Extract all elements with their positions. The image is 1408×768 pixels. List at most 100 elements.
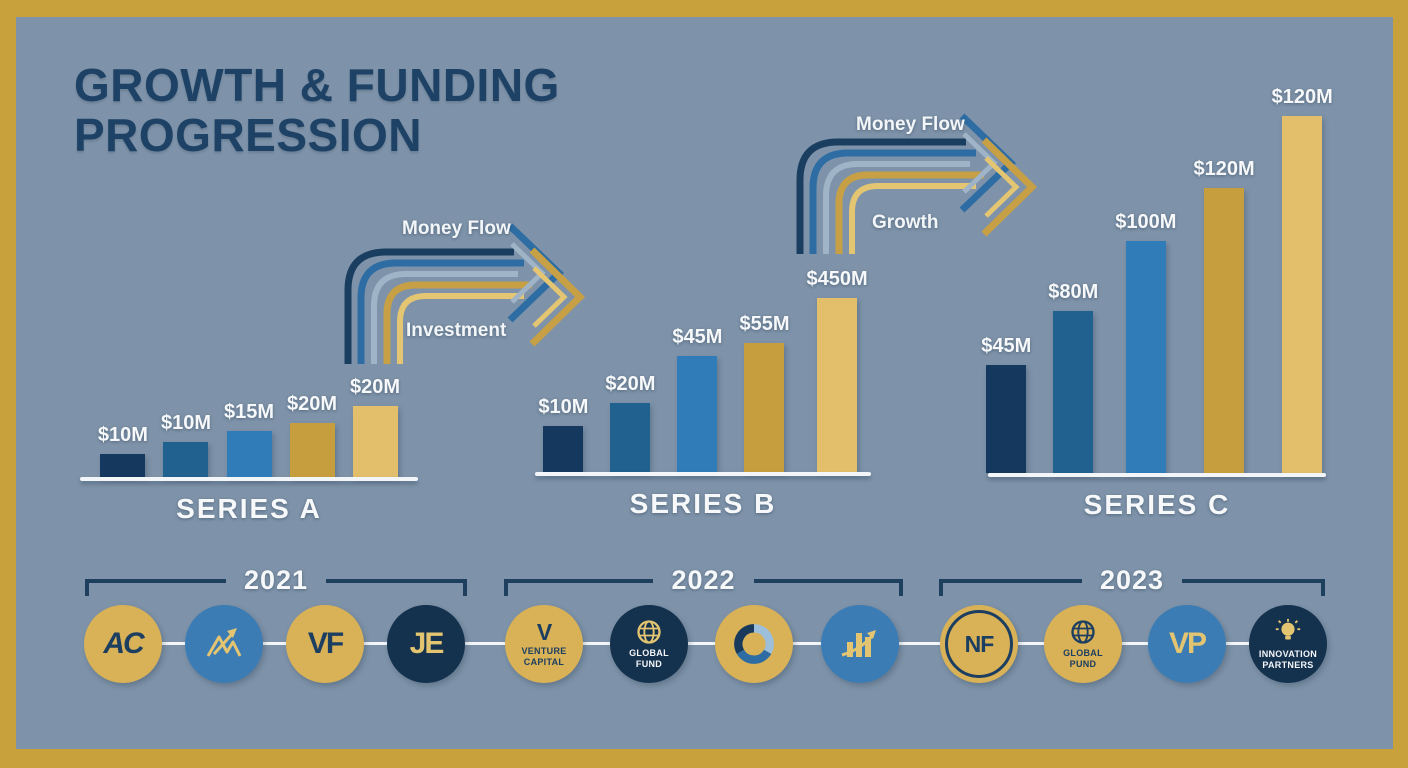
bar xyxy=(163,442,209,477)
bar-value-label: $20M xyxy=(350,376,401,398)
arrow-top-label: Money Flow xyxy=(856,114,965,135)
logo-mountain-chart xyxy=(185,605,263,683)
bracket-line xyxy=(939,578,1082,596)
page-title: GROWTH & FUNDING PROGRESSION xyxy=(74,60,560,160)
logo-bars-growth xyxy=(821,605,899,683)
arrow-bottom-label: Investment xyxy=(406,320,507,341)
bracket-line xyxy=(504,578,654,596)
logo-label-line: INNOVATION xyxy=(1258,649,1318,660)
bars-series-b: $10M $20M $45M $55M $450M xyxy=(535,268,871,472)
chart-series-b: $10M $20M $45M $55M $450M SERIES B xyxy=(535,268,871,520)
bracket-line xyxy=(326,578,468,596)
title-line-1: GROWTH & FUNDING xyxy=(74,59,560,111)
logo-monogram: JE xyxy=(409,627,445,660)
mountain-arrow-icon xyxy=(206,628,242,657)
globe-icon xyxy=(637,620,661,644)
timeline-connector-line xyxy=(122,642,1290,645)
bar-group: $45M xyxy=(672,326,722,472)
arrow-bottom-label: Growth xyxy=(872,212,939,233)
bar-value-label: $55M xyxy=(739,313,790,335)
axis-baseline xyxy=(988,473,1326,477)
logo-label: INNOVATION PARTNERS xyxy=(1259,649,1317,671)
logo-innovation-partners: INNOVATION PARTNERS xyxy=(1249,605,1327,683)
bar-value-label: $15M xyxy=(223,401,275,423)
bar-value-label: $10M xyxy=(538,396,589,418)
bar-value-label: $20M xyxy=(287,393,338,415)
logo-label: VENTURE CAPITAL xyxy=(521,646,566,668)
logo-label-line: CAPITAL xyxy=(523,656,565,667)
axis-baseline xyxy=(80,477,418,481)
bar-group: $100M xyxy=(1115,211,1176,473)
logo-monogram: VP xyxy=(1168,627,1207,660)
bar-group: $20M xyxy=(605,373,655,472)
bar xyxy=(986,365,1027,473)
swirl-icon xyxy=(734,624,774,664)
logo-vf: VF xyxy=(286,605,364,683)
logo-je: JE xyxy=(387,605,465,683)
bar-group: $120M xyxy=(1272,86,1333,473)
bar-value-label: $450M xyxy=(806,268,868,290)
logo-label: GLOBAL PUND xyxy=(1063,648,1103,670)
bar-value-label: $10M xyxy=(160,412,211,434)
bar-value-label: $120M xyxy=(1193,158,1255,180)
bars-arrow-icon xyxy=(841,630,876,657)
globe-icon xyxy=(1071,620,1095,644)
bar xyxy=(1282,116,1323,473)
logo-swirl-fund xyxy=(715,605,793,683)
bars-series-c: $45M $80M $100M $120M $120M xyxy=(981,86,1333,473)
bar-group: $10M xyxy=(161,412,211,477)
bracket-line xyxy=(85,578,226,596)
bar-value-label: $10M xyxy=(97,424,148,446)
year-bracket-2022: 2022 xyxy=(504,565,904,596)
logo-label: GLOBAL FUND xyxy=(629,648,669,670)
year-label-2022: 2022 xyxy=(671,565,736,595)
logo-monogram: V xyxy=(536,618,552,645)
bar xyxy=(226,431,272,477)
logo-label-line: FUND xyxy=(635,659,663,669)
year-label-2021: 2021 xyxy=(243,565,309,595)
bar xyxy=(1125,241,1166,473)
axis-baseline xyxy=(535,472,871,476)
logo-nf: NF xyxy=(940,605,1018,683)
bar xyxy=(610,403,651,472)
bar xyxy=(352,406,398,477)
bar-group: $20M xyxy=(287,393,337,477)
chart-series-a: $10M $10M $15M $20M $20M SERIES A xyxy=(80,376,418,525)
bar-value-label: $20M xyxy=(605,373,656,395)
bar-group: $15M xyxy=(224,401,274,477)
bar xyxy=(543,426,584,472)
chart-title-series-b: SERIES B xyxy=(629,488,777,519)
curved-arrow-icon xyxy=(796,113,1038,254)
bar xyxy=(817,298,858,472)
bar-group: $20M xyxy=(350,376,400,477)
arrow-top-label: Money Flow xyxy=(402,218,511,239)
bar-group: $45M xyxy=(981,335,1031,473)
logo-monogram: AC xyxy=(103,627,144,660)
bar xyxy=(1204,188,1245,473)
logo-label-line: GLOBAL xyxy=(1063,648,1103,659)
money-flow-arrow-1: Money Flow Investment xyxy=(336,212,594,364)
bar xyxy=(677,356,718,472)
logo-monogram: NF xyxy=(964,630,995,657)
bar-value-label: $45M xyxy=(981,335,1032,357)
bar-group: $450M xyxy=(806,268,868,472)
bar-value-label: $120M xyxy=(1271,86,1333,108)
logo-label-line: PUND xyxy=(1069,659,1097,669)
logo-vp: VP xyxy=(1148,605,1226,683)
bar-value-label: $100M xyxy=(1115,211,1177,233)
bar-group: $10M xyxy=(98,424,148,477)
year-bracket-2023: 2023 xyxy=(939,565,1326,596)
bar xyxy=(100,454,146,477)
logo-global-fund: GLOBAL FUND xyxy=(610,605,688,683)
year-label-2023: 2023 xyxy=(1099,565,1165,595)
bar xyxy=(289,423,335,477)
year-bracket-2021: 2021 xyxy=(85,565,468,596)
bar-group: $10M xyxy=(538,396,588,472)
bars-series-a: $10M $10M $15M $20M $20M xyxy=(80,376,418,477)
curved-arrow-icon xyxy=(344,223,586,364)
logo-venture-capital: V VENTURE CAPITAL xyxy=(505,605,583,683)
lightbulb-icon xyxy=(1275,619,1301,640)
bar xyxy=(744,343,785,472)
chart-title-series-c: SERIES C xyxy=(1083,489,1231,520)
logo-ac-capital: AC xyxy=(84,605,162,683)
